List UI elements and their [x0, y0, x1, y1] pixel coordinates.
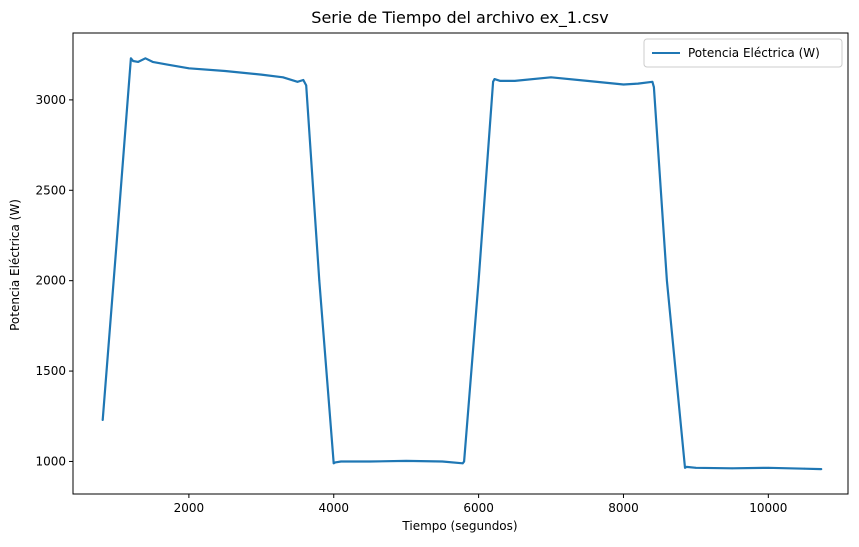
data-point — [492, 80, 494, 83]
data-point — [296, 80, 299, 83]
data-point — [684, 466, 686, 469]
data-point — [477, 279, 480, 282]
data-point — [166, 63, 169, 66]
plot-area: 2000 4000 6000 8000 10000 1000 1500 2000 2500 300… — [35, 32, 849, 515]
data-point — [731, 467, 733, 470]
axes-frame — [72, 32, 849, 495]
data-point — [282, 76, 284, 79]
y-tick-label: 1500 — [35, 364, 66, 378]
x-tick-label: 8000 — [608, 501, 639, 515]
x-tick-label: 6000 — [463, 501, 494, 515]
data-point — [622, 83, 625, 86]
data-point — [115, 243, 118, 246]
data-point — [651, 80, 654, 83]
x-tick-label: 2000 — [174, 501, 205, 515]
y-tick-label: 3000 — [35, 93, 66, 107]
data-point — [132, 60, 135, 62]
data-point — [803, 467, 806, 470]
data-point — [499, 80, 502, 82]
data-point — [637, 82, 639, 85]
data-point — [151, 61, 154, 63]
data-point — [144, 57, 147, 60]
data-point — [463, 460, 465, 463]
data-point — [332, 462, 335, 465]
data-point — [334, 461, 337, 464]
data-point — [318, 279, 321, 282]
data-point — [188, 67, 190, 70]
y-tick-label: 2000 — [35, 274, 66, 288]
data-point — [513, 80, 516, 82]
data-point — [369, 460, 371, 463]
legend: Potencia Eléctrica (W) — [643, 38, 843, 68]
data-point — [820, 468, 823, 470]
data-point — [405, 460, 408, 462]
data-point — [550, 76, 552, 79]
data-point — [101, 419, 104, 421]
legend-label: Potencia Eléctrica (W) — [688, 46, 820, 60]
x-tick-label: 4000 — [318, 501, 349, 515]
data-point — [305, 84, 308, 87]
y-tick-label: 2500 — [35, 183, 66, 197]
x-tick-label: 10000 — [749, 501, 787, 515]
data-point — [493, 78, 496, 80]
x-axis-label: Tiempo (segundos) — [401, 519, 517, 533]
data-point — [685, 466, 688, 468]
y-tick-label: 1000 — [35, 454, 66, 468]
legend-box — [643, 38, 843, 68]
data-point — [302, 79, 305, 81]
data-point — [441, 460, 444, 463]
data-point — [653, 86, 655, 89]
data-point — [695, 466, 697, 469]
data-point — [340, 460, 342, 463]
chart-title: Serie de Tiempo del archivo ex_1.csv — [311, 8, 608, 28]
data-point — [767, 466, 770, 469]
data-point — [224, 70, 227, 72]
data-point — [130, 57, 132, 60]
data-point — [586, 80, 589, 82]
y-axis-label: Potencia Eléctrica (W) — [8, 199, 22, 331]
data-point — [137, 61, 140, 63]
data-point — [260, 73, 263, 76]
data-point — [461, 462, 464, 465]
data-point — [666, 279, 668, 282]
